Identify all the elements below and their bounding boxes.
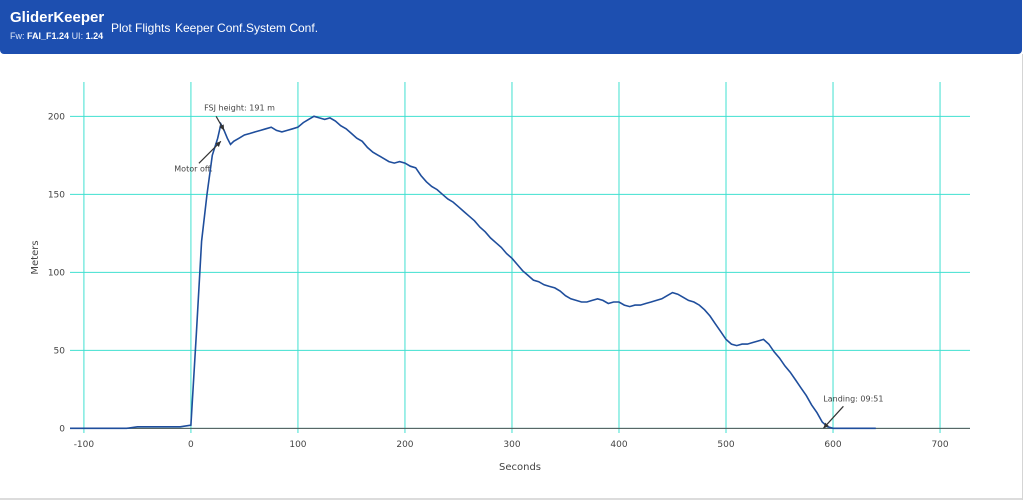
y-tick-label: 150 [48, 190, 65, 200]
flight-height-chart: -100 0 100 200 300 400 500 600 700 0 50 100 150 200 F… [30, 82, 970, 473]
ticks: -100 0 100 200 300 400 500 600 700 0 50 100 150 200 [48, 112, 949, 450]
navbar: GliderKeeper Fw: FAI_F1.24 UI: 1.24 Plot… [0, 0, 1022, 54]
annotation-arrowhead [823, 422, 829, 429]
app-title[interactable]: GliderKeeper [10, 9, 105, 26]
y-tick-label: 0 [59, 424, 65, 434]
x-tick-label: 400 [610, 440, 627, 450]
annotation-label: Landing: 09:51 [823, 394, 883, 403]
x-tick-label: -100 [74, 440, 95, 450]
x-tick-label: 500 [717, 440, 734, 450]
x-tick-label: 100 [289, 440, 306, 450]
x-axis-label: Seconds [499, 462, 541, 473]
fw-value: FAI_F1.24 [27, 31, 70, 41]
ui-label: UI: [71, 31, 84, 41]
annotation-arrowhead [219, 124, 225, 131]
x-tick-label: 300 [503, 440, 520, 450]
x-tick-label: 600 [824, 440, 841, 450]
annotation-label: Motor off. [174, 164, 213, 173]
x-tick-label: 700 [931, 440, 948, 450]
x-tick-label: 0 [188, 440, 194, 450]
nav-plot-flights[interactable]: Plot Flights [111, 21, 171, 35]
y-axis-label: Meters [30, 240, 41, 274]
nav-system-conf[interactable]: System Conf. [246, 21, 319, 35]
page-border-right [1022, 54, 1023, 500]
grid [70, 82, 970, 433]
nav-keeper-conf[interactable]: Keeper Conf. [175, 21, 246, 35]
annotation-label: FSJ height: 191 m [204, 103, 275, 112]
y-tick-label: 50 [54, 346, 66, 356]
x-tick-label: 200 [396, 440, 413, 450]
y-tick-label: 200 [48, 112, 65, 122]
page-border-bottom [0, 498, 1022, 500]
fw-label: Fw: [10, 31, 25, 41]
ui-value: 1.24 [85, 31, 104, 41]
annotation-arrowhead [215, 141, 221, 147]
firmware-version: Fw: FAI_F1.24 UI: 1.24 [10, 31, 103, 41]
y-tick-label: 100 [48, 268, 65, 278]
height-series-line [70, 115, 876, 430]
annotations: FSJ height: 191 m Motor off. Landing: 09:5… [174, 103, 883, 429]
